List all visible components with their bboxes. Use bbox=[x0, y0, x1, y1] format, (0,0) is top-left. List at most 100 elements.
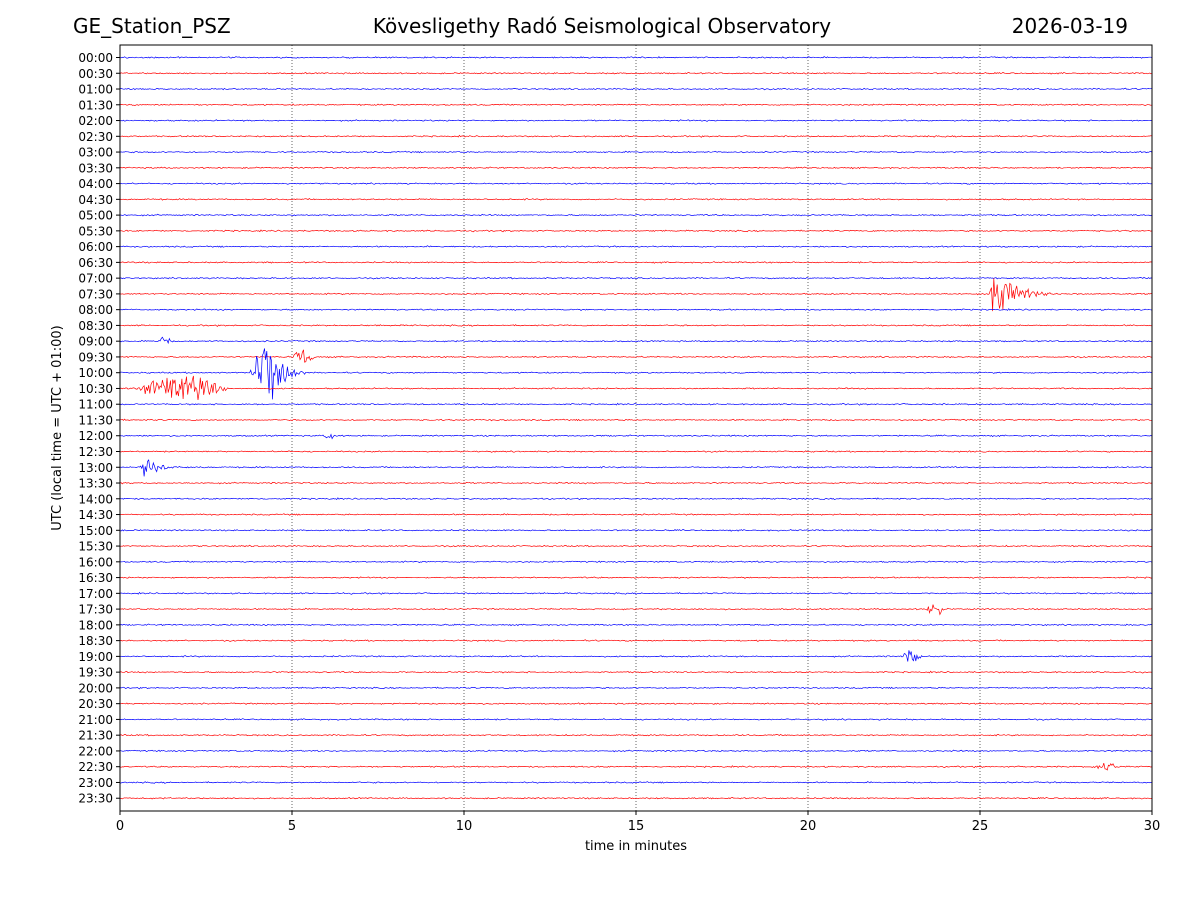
trace-1930 bbox=[119, 670, 1153, 674]
trace-0600 bbox=[119, 245, 1153, 248]
y-tick-label-2230: 22:30 bbox=[78, 760, 113, 774]
x-tick-label-5: 5 bbox=[288, 819, 296, 834]
trace-1400 bbox=[119, 497, 1152, 501]
y-tick-label-1900: 19:00 bbox=[78, 650, 113, 664]
trace-1900 bbox=[119, 650, 1153, 662]
y-axis-label: UTC (local time = UTC + 01:00) bbox=[50, 325, 65, 530]
x-tick-label-20: 20 bbox=[800, 819, 817, 834]
y-tick-label-0730: 07:30 bbox=[78, 287, 113, 301]
trace-0100 bbox=[119, 87, 1153, 91]
y-tick-label-0530: 05:30 bbox=[78, 224, 113, 238]
trace-1030 bbox=[119, 375, 1153, 401]
y-tick-label-1530: 15:30 bbox=[78, 540, 113, 554]
trace-0530 bbox=[119, 229, 1153, 233]
trace-1000 bbox=[119, 348, 1153, 400]
y-tick-label-2030: 20:30 bbox=[78, 697, 113, 711]
trace-0500 bbox=[119, 213, 1153, 217]
y-tick-label-1600: 16:00 bbox=[78, 555, 113, 569]
trace-2100 bbox=[119, 718, 1153, 721]
trace-1730 bbox=[119, 604, 1153, 616]
y-tick-label-0600: 06:00 bbox=[78, 240, 113, 254]
y-tick-label-2000: 20:00 bbox=[78, 681, 113, 695]
trace-0630 bbox=[120, 261, 1153, 264]
trace-2230 bbox=[119, 762, 1153, 771]
x-tick-label-30: 30 bbox=[1144, 819, 1161, 834]
trace-1700 bbox=[119, 591, 1153, 595]
trace-2200 bbox=[119, 749, 1153, 753]
trace-0430 bbox=[119, 198, 1153, 201]
x-tick-label-10: 10 bbox=[456, 819, 473, 834]
trace-1100 bbox=[119, 402, 1153, 406]
y-tick-label-0430: 04:30 bbox=[78, 193, 113, 207]
x-axis-label: time in minutes bbox=[585, 839, 687, 854]
y-tick-label-2200: 22:00 bbox=[78, 744, 113, 758]
trace-0230 bbox=[120, 134, 1153, 138]
trace-1130 bbox=[119, 418, 1153, 422]
trace-1230 bbox=[119, 450, 1153, 453]
y-tick-label-0200: 02:00 bbox=[78, 114, 113, 128]
trace-1630 bbox=[119, 576, 1153, 579]
y-tick-label-0930: 09:30 bbox=[78, 350, 113, 364]
grid-lines bbox=[291, 45, 981, 811]
x-ticks: 0 5 10 15 20 25 30 bbox=[116, 811, 1160, 834]
trace-1530 bbox=[119, 544, 1153, 548]
trace-0900 bbox=[119, 336, 1153, 345]
y-tick-label-0300: 03:00 bbox=[78, 146, 113, 160]
x-tick-label-15: 15 bbox=[628, 819, 645, 834]
y-tick-label-0800: 08:00 bbox=[78, 303, 113, 317]
y-tick-label-1000: 10:00 bbox=[78, 366, 113, 380]
trace-1600 bbox=[119, 560, 1153, 564]
y-tick-label-0230: 02:30 bbox=[78, 130, 113, 144]
y-tick-label-2100: 21:00 bbox=[78, 713, 113, 727]
y-tick-label-1630: 16:30 bbox=[78, 571, 113, 585]
trace-2300 bbox=[119, 781, 1153, 784]
trace-1830 bbox=[119, 639, 1153, 642]
trace-1300 bbox=[119, 459, 1153, 477]
y-tick-label-1830: 18:30 bbox=[78, 634, 113, 648]
y-tick-label-1330: 13:30 bbox=[78, 477, 113, 491]
y-tick-label-1100: 11:00 bbox=[78, 398, 113, 412]
y-tick-label-1730: 17:30 bbox=[78, 603, 113, 617]
y-tick-label-0630: 06:30 bbox=[78, 256, 113, 270]
y-tick-label-1400: 14:00 bbox=[78, 492, 113, 506]
y-tick-label-1030: 10:30 bbox=[78, 382, 113, 396]
x-tick-label-0: 0 bbox=[116, 819, 124, 834]
trace-2130 bbox=[119, 733, 1153, 737]
y-tick-label-0130: 01:30 bbox=[78, 98, 113, 112]
y-tick-label-1130: 11:30 bbox=[78, 413, 113, 427]
chart-title: Kövesligethy Radó Seismological Observat… bbox=[372, 14, 832, 38]
y-tick-label-0830: 08:30 bbox=[78, 319, 113, 333]
y-tick-label-0030: 00:30 bbox=[78, 67, 113, 81]
trace-2030 bbox=[119, 702, 1153, 705]
trace-0030 bbox=[119, 71, 1153, 75]
y-tick-label-0700: 07:00 bbox=[78, 272, 113, 286]
y-tick-label-0100: 01:00 bbox=[78, 83, 113, 97]
trace-0000 bbox=[119, 56, 1153, 59]
trace-0930 bbox=[119, 349, 1152, 363]
trace-0400 bbox=[120, 182, 1153, 185]
trace-0200 bbox=[119, 119, 1153, 122]
y-tick-label-1230: 12:30 bbox=[78, 445, 113, 459]
trace-1500 bbox=[119, 528, 1153, 532]
y-tick-label-0900: 09:00 bbox=[78, 335, 113, 349]
y-tick-label-2130: 21:30 bbox=[78, 729, 113, 743]
trace-0700 bbox=[119, 276, 1153, 280]
y-tick-label-1500: 15:00 bbox=[78, 524, 113, 538]
y-tick-label-1930: 19:30 bbox=[78, 666, 113, 680]
y-tick-label-2300: 23:00 bbox=[78, 776, 113, 790]
trace-1330 bbox=[119, 481, 1153, 485]
y-tick-label-2330: 23:30 bbox=[78, 792, 113, 806]
trace-0830 bbox=[119, 324, 1153, 327]
trace-0800 bbox=[119, 308, 1153, 311]
trace-2000 bbox=[119, 686, 1153, 690]
y-tick-label-1200: 12:00 bbox=[78, 429, 113, 443]
trace-1200 bbox=[119, 433, 1153, 440]
trace-1800 bbox=[119, 623, 1153, 627]
trace-0730 bbox=[119, 278, 1152, 312]
record-date: 2026-03-19 bbox=[1011, 14, 1128, 38]
trace-1430 bbox=[119, 513, 1152, 516]
trace-0330 bbox=[120, 166, 1153, 170]
